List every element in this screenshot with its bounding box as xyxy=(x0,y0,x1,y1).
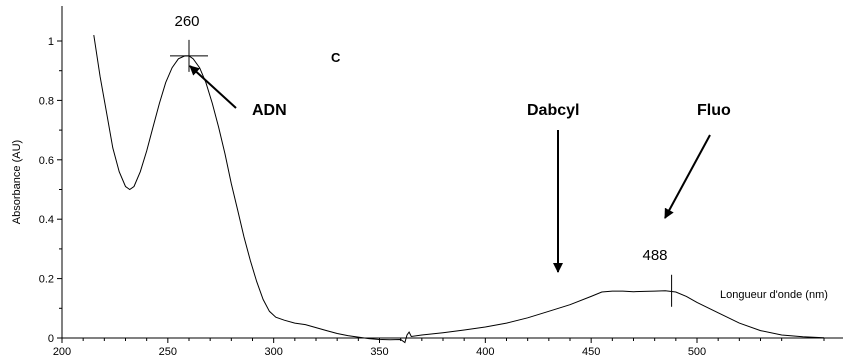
x-tick-label: 350 xyxy=(370,346,388,358)
y-tick-label: 1 xyxy=(48,36,54,48)
peak-markers xyxy=(170,39,673,307)
y-tick-label: 0.2 xyxy=(39,274,54,286)
x-tick-label: 400 xyxy=(476,346,494,358)
x-tick-label: 450 xyxy=(582,346,600,358)
arrow-fluo xyxy=(664,134,711,219)
annotation-dabcyl: Dabcyl xyxy=(527,102,579,119)
annotation-fluo: Fluo xyxy=(697,102,731,119)
y-ticks: 0 0.2 0.4 0.6 0.8 1 xyxy=(39,36,62,345)
x-ticks: 200 250 300 350 400 450 500 xyxy=(53,338,825,358)
peak-label-260: 260 xyxy=(174,13,199,30)
series-line xyxy=(93,35,825,344)
peak-marker-260 xyxy=(170,39,208,72)
y-tick-label: 0 xyxy=(48,333,54,345)
arrow-adn xyxy=(189,65,237,109)
x-tick-label: 300 xyxy=(264,346,282,358)
y-tick-label: 0.8 xyxy=(39,95,54,107)
x-axis-title: Longueur d'onde (nm) xyxy=(720,289,828,301)
annotation-adn: ADN xyxy=(252,102,287,119)
x-tick-label: 200 xyxy=(53,346,71,358)
y-tick-label: 0.4 xyxy=(39,214,54,226)
y-tick-label: 0.6 xyxy=(39,155,54,167)
panel-label: C xyxy=(331,50,341,65)
x-tick-label: 250 xyxy=(159,346,177,358)
peak-label-488: 488 xyxy=(642,247,667,264)
y-axis-title: Absorbance (AU) xyxy=(11,140,23,224)
x-tick-label: 500 xyxy=(688,346,706,358)
axes: 200 250 300 350 400 450 500 0 0.2 0.4 0.6 0.8 1 xyxy=(39,6,843,358)
